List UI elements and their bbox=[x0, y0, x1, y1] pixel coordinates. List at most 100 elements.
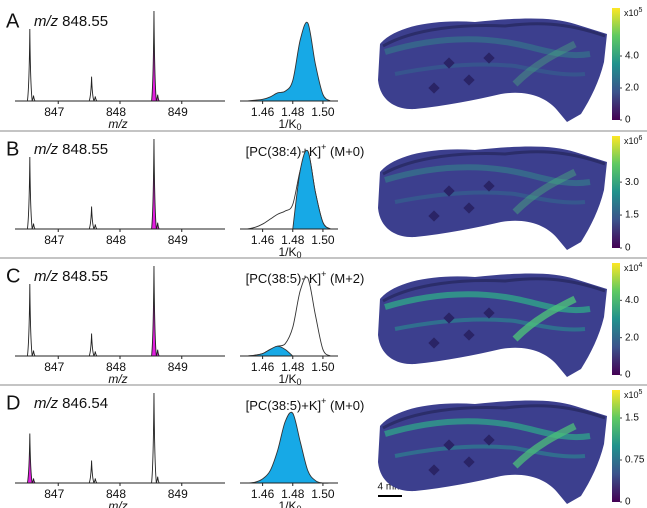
x-tick-label: 1.48 bbox=[281, 233, 305, 247]
mobilogram-outline bbox=[247, 276, 332, 357]
annotation-main: [PC(38:5)+K] bbox=[246, 398, 322, 413]
colorbar-tick-label: 2.0 bbox=[625, 332, 639, 343]
panel-letter: C bbox=[6, 265, 20, 287]
title-prefix: m/z bbox=[34, 268, 59, 285]
colorbar bbox=[612, 390, 620, 502]
exponent-base: x10 bbox=[624, 263, 639, 273]
x-tick-label: 1.50 bbox=[311, 233, 335, 247]
spectrum-peak bbox=[26, 156, 33, 230]
panel-title: m/z 846.54 bbox=[34, 395, 108, 412]
mobilogram-fill bbox=[247, 345, 294, 357]
x-tick-label: 847 bbox=[44, 487, 64, 501]
label-sub: 0 bbox=[297, 377, 302, 387]
spectrum-peak bbox=[155, 349, 161, 357]
x-axis-label: m/z bbox=[108, 117, 127, 131]
scale-bar-label: 4 mm bbox=[378, 482, 403, 493]
streak bbox=[394, 317, 586, 332]
colorbar-exponent: x106 bbox=[624, 135, 643, 147]
mobility-axis-label: 1/K0 bbox=[278, 372, 301, 387]
spectrum-peak bbox=[155, 222, 161, 230]
annotation-sup: + bbox=[321, 396, 326, 406]
panel-letter: A bbox=[6, 10, 20, 32]
title-value: 848.55 bbox=[62, 141, 108, 158]
spectrum-peak bbox=[88, 460, 95, 484]
label-sub: 0 bbox=[297, 504, 302, 508]
title-value: 848.55 bbox=[62, 13, 108, 30]
label-main: 1/K bbox=[278, 117, 296, 131]
colorbar-tick-label: 2.0 bbox=[625, 83, 639, 94]
colorbar bbox=[612, 136, 620, 248]
title-value: 848.55 bbox=[62, 268, 108, 285]
spectrum-peak bbox=[88, 333, 95, 357]
mobility-axis-label: 1/K0 bbox=[278, 499, 301, 508]
spectrum-peak bbox=[26, 283, 33, 357]
spectrum-peak bbox=[92, 96, 99, 102]
ion-image bbox=[378, 273, 607, 377]
x-tick-label: 847 bbox=[44, 105, 64, 119]
panel-title: m/z 848.55 bbox=[34, 13, 108, 30]
ion-image bbox=[378, 18, 607, 122]
streak bbox=[512, 422, 577, 469]
colorbar-tick-label: 0 bbox=[625, 497, 631, 508]
x-tick-label: 1.46 bbox=[251, 487, 275, 501]
x-tick-label: 1.48 bbox=[281, 360, 305, 374]
x-tick-label: 849 bbox=[168, 360, 188, 374]
spectrum-peak bbox=[30, 223, 37, 230]
colorbar-exponent: x105 bbox=[624, 7, 643, 19]
separators bbox=[0, 130, 647, 386]
x-tick-label: 1.46 bbox=[251, 233, 275, 247]
annotation-tail: (M+2) bbox=[326, 271, 364, 286]
annotation-main: [PC(38:5)+K] bbox=[246, 271, 322, 286]
spectrum-peak bbox=[151, 138, 157, 230]
spectrum-peak bbox=[155, 94, 161, 102]
edge bbox=[382, 22, 606, 48]
spot bbox=[483, 52, 495, 64]
x-tick-label: 1.50 bbox=[311, 487, 335, 501]
tissue-texture bbox=[382, 404, 606, 476]
colorbar-tick-label: 1.5 bbox=[625, 210, 639, 221]
exponent-power: 5 bbox=[639, 389, 643, 396]
colorbar-exponent: x104 bbox=[624, 262, 643, 274]
title-prefix: m/z bbox=[34, 13, 59, 30]
x-tick-label: 1.46 bbox=[251, 105, 275, 119]
colorbar-tick-label: 3.0 bbox=[625, 177, 639, 188]
colorbar-tick-label: 0.75 bbox=[625, 455, 645, 466]
exponent-power: 4 bbox=[639, 262, 643, 269]
annotation: [PC(38:5)+K]+ (M+2) bbox=[246, 269, 365, 286]
x-axis-label: m/z bbox=[108, 372, 127, 386]
annotation-tail: (M+0) bbox=[326, 398, 364, 413]
annotation-sup: + bbox=[321, 142, 326, 152]
streak bbox=[394, 190, 586, 205]
title-value: 846.54 bbox=[62, 395, 108, 412]
x-tick-label: 1.48 bbox=[281, 487, 305, 501]
colorbar-tick-label: 4.0 bbox=[625, 295, 639, 306]
exponent-power: 6 bbox=[639, 135, 643, 142]
colorbar-tick-label: 0 bbox=[625, 243, 631, 254]
colorbar-tick-label: 0 bbox=[625, 115, 631, 126]
spectrum-peak bbox=[151, 392, 157, 484]
spectrum-peak bbox=[155, 476, 161, 484]
spectrum-peak bbox=[151, 265, 157, 357]
mobilogram-fill bbox=[247, 411, 331, 484]
streak bbox=[394, 444, 586, 459]
colorbar bbox=[612, 8, 620, 120]
x-tick-label: 848 bbox=[106, 233, 126, 247]
edge bbox=[382, 277, 606, 303]
x-tick-label: 849 bbox=[168, 105, 188, 119]
spectrum-peak bbox=[26, 433, 33, 484]
x-tick-label: 1.48 bbox=[281, 105, 305, 119]
x-tick-label: 849 bbox=[168, 487, 188, 501]
annotation: [PC(38:5)+K]+ (M+0) bbox=[246, 396, 365, 413]
colorbar bbox=[612, 263, 620, 375]
spectrum-peak bbox=[151, 10, 157, 102]
x-tick-label: 1.50 bbox=[311, 360, 335, 374]
edge bbox=[382, 150, 606, 176]
spectrum-peak bbox=[30, 95, 37, 102]
ion-image bbox=[378, 400, 607, 504]
spectrum-peak bbox=[92, 351, 99, 357]
title-prefix: m/z bbox=[34, 141, 59, 158]
